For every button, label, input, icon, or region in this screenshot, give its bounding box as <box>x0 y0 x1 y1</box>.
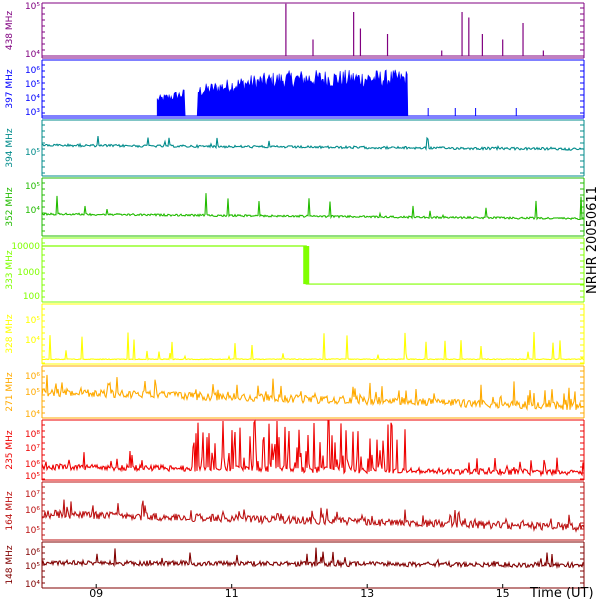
channel-label: 271 MHz <box>5 372 15 412</box>
channel-label: 235 MHz <box>5 430 15 470</box>
x-tick-label: 15 <box>496 587 510 600</box>
channel-label: 148 MHz <box>5 545 15 585</box>
channel-label: 397 MHz <box>5 69 15 109</box>
series-line <box>41 331 585 361</box>
panel-394-mhz: 394 MHz 10⁵ <box>5 119 585 177</box>
series-line <box>41 547 585 570</box>
side-date-label: NRHR 20050611 <box>585 186 600 294</box>
y-tick-label: 10⁵ <box>25 148 40 158</box>
y-tick-label: 10⁴ <box>25 336 40 346</box>
channel-label: 164 MHz <box>5 491 15 531</box>
panel-328-mhz: 328 MHz 10⁵ 10⁴ <box>5 303 585 365</box>
channel-label: 438 MHz <box>5 11 15 51</box>
channel-label: 328 MHz <box>5 314 15 354</box>
x-tick-label: 13 <box>360 587 374 600</box>
series-line <box>41 193 585 221</box>
y-tick-label: 10⁴ <box>25 580 40 590</box>
y-tick-label: 10³ <box>25 108 40 118</box>
panel-438-mhz: 438 MHz 10⁵ 10⁴ <box>5 2 585 60</box>
y-tick-label: 10000 <box>11 242 40 252</box>
panel-352-mhz: 352 MHz 10⁵ 10⁴ <box>5 177 585 237</box>
panel-235-mhz: 235 MHz 10⁸ 10⁷ 10⁶ 10⁵ <box>5 419 585 482</box>
y-tick-label: 10⁸ <box>25 430 40 440</box>
channel-label: 352 MHz <box>5 187 15 227</box>
panel-164-mhz: 164 MHz 10⁷ 10⁶ 10⁵ <box>5 481 585 541</box>
y-tick-label: 10⁵ <box>25 2 40 12</box>
channel-label: 333 MHz <box>5 250 15 290</box>
y-tick-label: 10⁶ <box>25 66 40 76</box>
y-tick-label: 10⁴ <box>25 206 40 216</box>
step-line <box>42 245 584 285</box>
y-tick-label: 10⁵ <box>25 182 40 192</box>
y-tick-label: 10⁵ <box>25 472 40 482</box>
y-tick-label: 10⁴ <box>25 50 40 60</box>
panel-148-mhz: 148 MHz 10⁶ 10⁵ 10⁴ <box>5 541 585 590</box>
y-tick-label: 10⁵ <box>25 316 40 326</box>
series-line <box>41 419 585 478</box>
panel-397-mhz: 397 MHz 10⁶ 10⁵ 10⁴ 10³ <box>5 59 585 119</box>
series-line <box>41 374 585 412</box>
y-tick-label: 100 <box>23 292 40 302</box>
y-tick-label: 10⁴ <box>25 94 40 104</box>
y-tick-label: 10⁶ <box>25 506 40 516</box>
y-tick-label: 10⁵ <box>25 80 40 90</box>
y-tick-label: 10⁶ <box>25 372 40 382</box>
y-tick-label: 10⁷ <box>25 444 40 454</box>
y-tick-label: 10⁶ <box>25 460 40 470</box>
channel-label: 394 MHz <box>5 128 15 168</box>
x-axis-title: Time (UT) <box>529 586 594 600</box>
y-tick-label: 1000 <box>17 268 40 278</box>
x-axis: 09 11 13 15 <box>89 584 510 600</box>
series-line <box>41 136 585 152</box>
x-tick-label: 11 <box>225 587 239 600</box>
panel-stack: 438 MHz 10⁵ 10⁴ 397 MHz 10⁶ 10⁵ 10⁴ 10³ 394 MHz 1… <box>5 2 585 590</box>
step-transition-bar <box>303 246 310 285</box>
y-tick-label: 10⁷ <box>25 490 40 500</box>
y-tick-label: 10⁶ <box>25 548 40 558</box>
series-line <box>41 499 585 533</box>
y-tick-label: 10⁵ <box>25 388 40 398</box>
y-tick-label: 10⁴ <box>25 410 40 420</box>
panel-271-mhz: 271 MHz 10⁶ 10⁵ 10⁴ <box>5 365 585 420</box>
y-tick-label: 10⁵ <box>25 526 40 536</box>
y-tick-label: 10⁵ <box>25 562 40 572</box>
x-tick-label: 09 <box>89 587 103 600</box>
activity-area <box>156 69 409 117</box>
